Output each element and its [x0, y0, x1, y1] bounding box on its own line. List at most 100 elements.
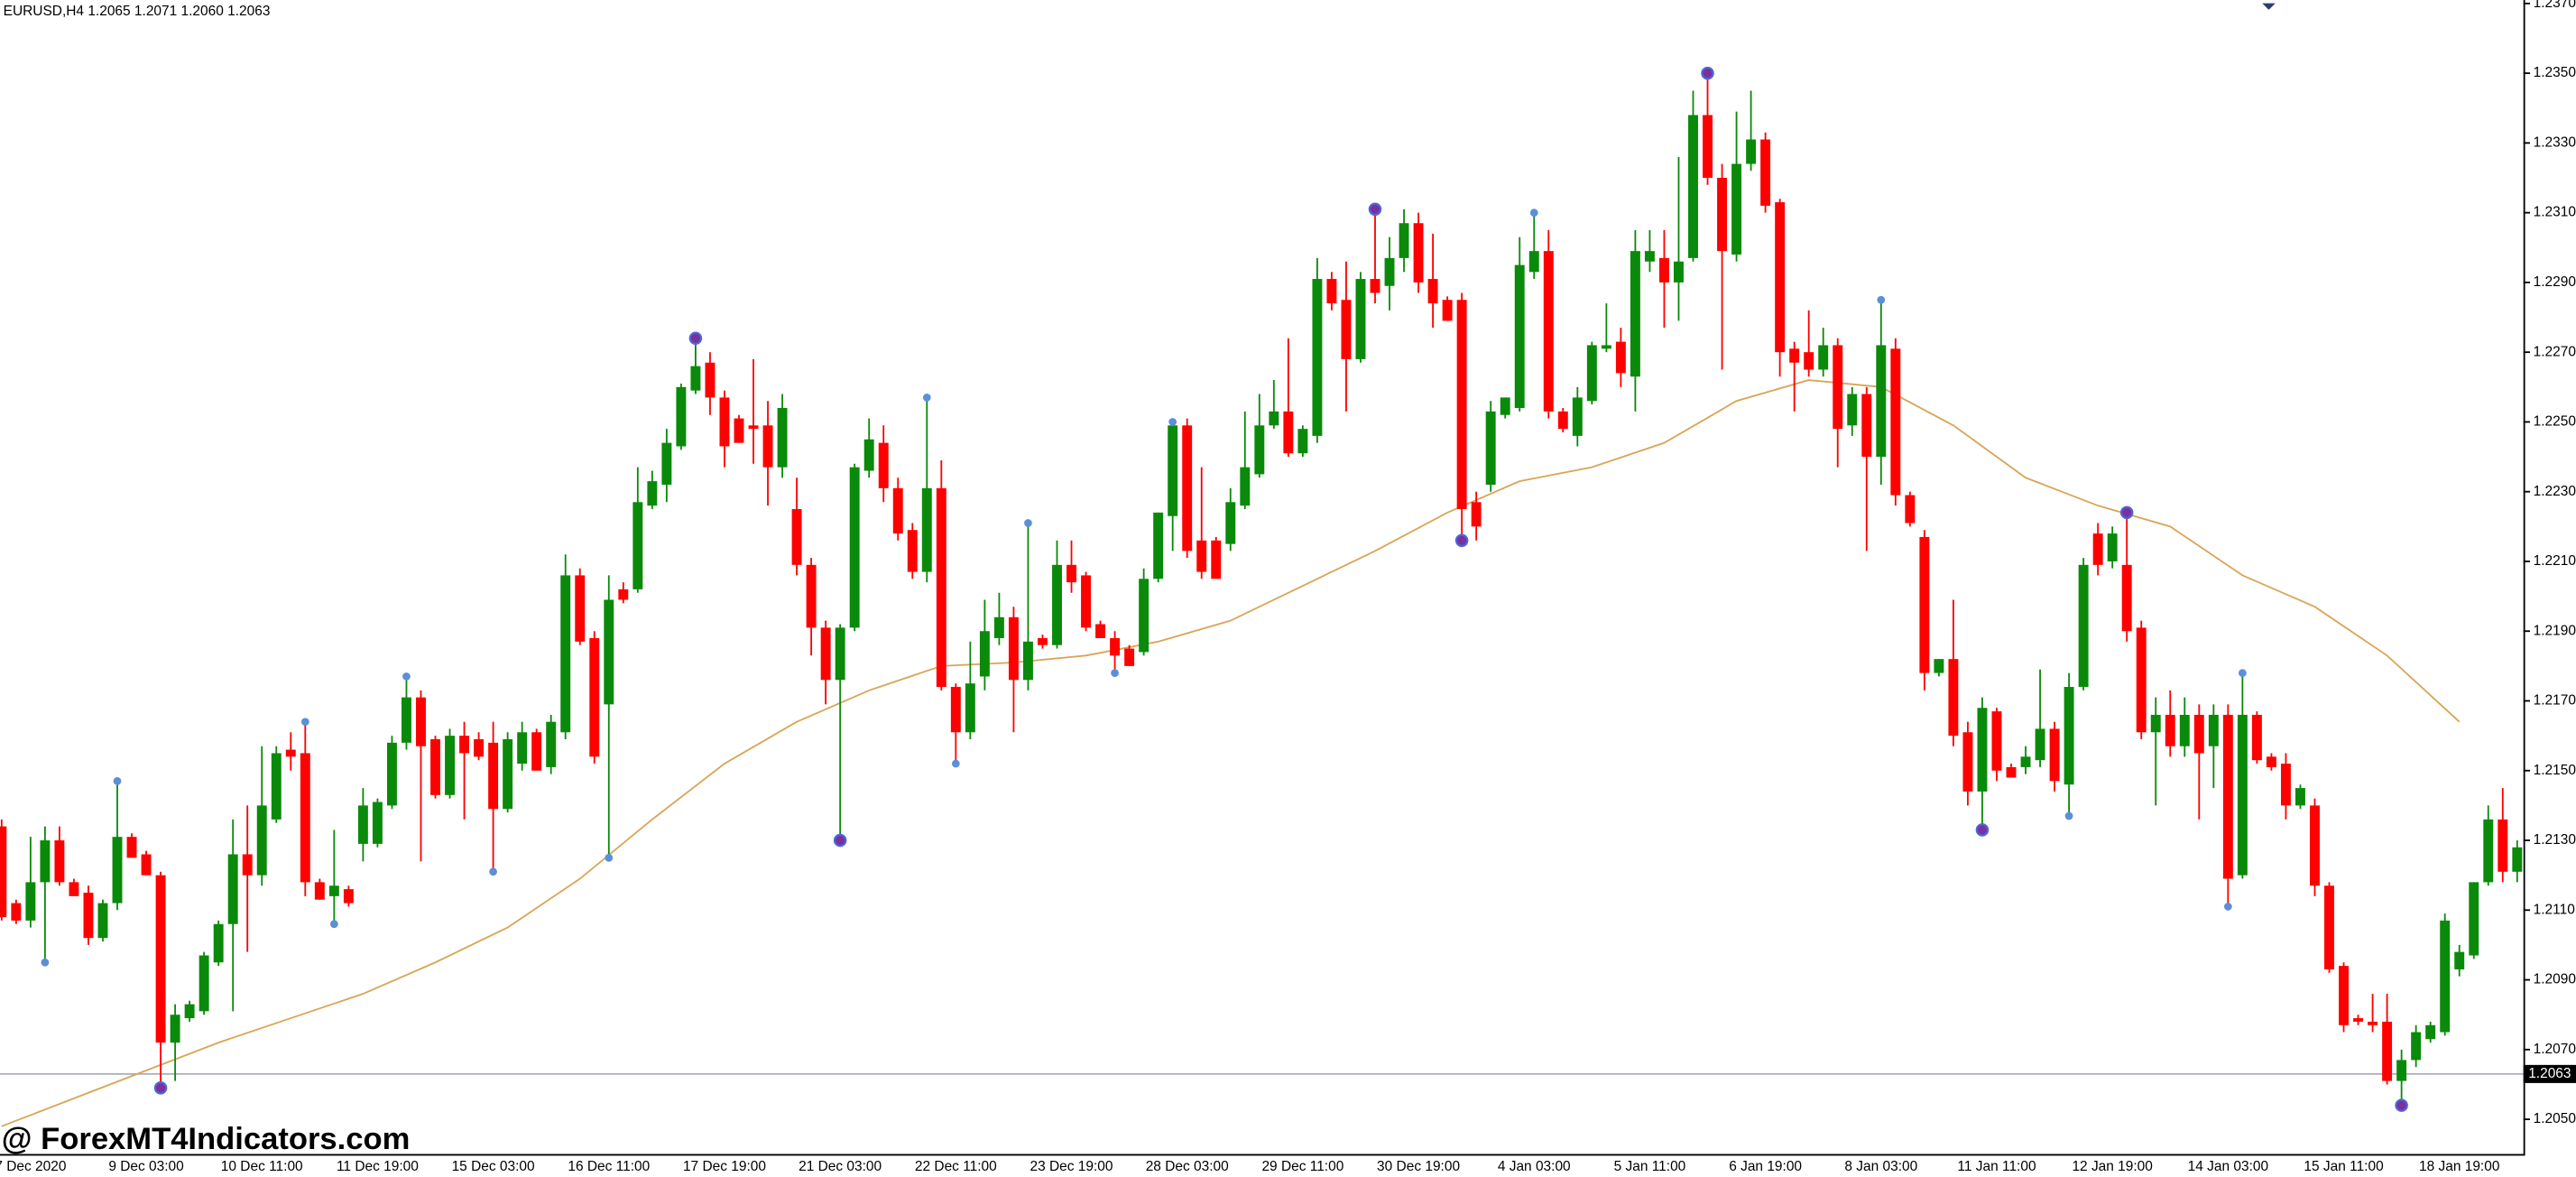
candle-body: [921, 487, 932, 572]
candle-body: [1370, 279, 1380, 293]
x-tick-label: 14 Jan 03:00: [2188, 1159, 2268, 1174]
fractal-dot: [113, 776, 122, 785]
y-tick-label: 1.2370: [2534, 0, 2576, 11]
candle-body: [1688, 115, 1698, 258]
extreme-marker: [153, 1081, 168, 1095]
candle-body: [806, 564, 817, 628]
candle-body: [1384, 257, 1395, 286]
x-tick-label: 10 Dec 11:00: [221, 1159, 303, 1174]
candle-body: [1804, 352, 1814, 370]
candle-body: [618, 588, 629, 600]
y-tick-label: 1.2090: [2534, 972, 2576, 987]
candle-body: [1399, 223, 1409, 258]
candle-body: [1081, 575, 1092, 628]
extreme-marker: [1975, 823, 1990, 837]
candle-body: [2512, 847, 2523, 872]
candle-body: [2020, 756, 2031, 767]
x-tick-label: 15 Jan 11:00: [2304, 1159, 2383, 1174]
candle-body: [1703, 115, 1713, 179]
x-tick-label: 17 Dec 19:00: [683, 1159, 766, 1174]
candle-body: [1413, 223, 1424, 283]
candle-body: [184, 1004, 195, 1019]
candle-body: [2251, 714, 2262, 761]
candle-body: [1240, 467, 1251, 506]
x-tick-label: 5 Jan 11:00: [1614, 1159, 1686, 1174]
candle-body: [2310, 805, 2320, 886]
candle-body: [227, 854, 238, 924]
candle-body: [2295, 788, 2305, 806]
x-tick-label: 16 Dec 11:00: [568, 1159, 650, 1174]
x-tick-label: 8 Jan 03:00: [1844, 1159, 1917, 1174]
y-tick-label: 1.2230: [2534, 484, 2576, 499]
candle-body: [705, 362, 716, 398]
candle-body: [1168, 425, 1178, 516]
candle-body: [2353, 1018, 2364, 1022]
candle-body: [2440, 920, 2451, 1033]
shift-marker: [2262, 3, 2276, 10]
candle-body: [1890, 348, 1901, 496]
x-tick-label: 18 Jan 19:00: [2419, 1159, 2499, 1174]
fractal-dot: [300, 718, 309, 727]
candle-body: [517, 732, 528, 765]
x-tick-label: 6 Jan 19:00: [1729, 1159, 1802, 1174]
x-tick-label: 23 Dec 19:00: [1030, 1159, 1113, 1174]
candle-body: [1312, 279, 1323, 436]
candle-body: [1485, 411, 1496, 485]
fractal-dot: [2223, 903, 2232, 911]
candle-body: [372, 802, 383, 844]
fractal-dot: [951, 759, 960, 768]
candle-body: [199, 955, 209, 1012]
candle-body: [126, 837, 137, 858]
candle-body: [83, 892, 94, 939]
fractal-dot: [329, 920, 338, 929]
candle-body: [531, 732, 542, 771]
candle-body: [2208, 714, 2219, 746]
y-tick-label: 1.2070: [2534, 1042, 2576, 1057]
candle-body: [1355, 279, 1366, 359]
candle-body: [1572, 397, 1583, 436]
chart-title: EURUSD,H4 1.2065 1.2071 1.2060 1.2063: [4, 4, 271, 19]
candle-body: [328, 885, 339, 896]
candle-body: [1095, 624, 1106, 638]
candle-body: [1182, 425, 1193, 551]
candle-body: [2237, 714, 2248, 876]
candle-body: [777, 407, 788, 468]
fractal-dot: [1529, 209, 1538, 218]
candle-body: [560, 575, 571, 733]
candle-body: [2165, 714, 2175, 746]
candle-body: [343, 889, 354, 904]
fractal-dot: [402, 672, 411, 681]
watermark: @ ForexMT4Indicators.com: [2, 1122, 411, 1156]
candle-body: [1658, 257, 1669, 283]
candle-body: [1674, 261, 1684, 283]
candle-body: [1934, 659, 1944, 673]
candle-body: [1110, 637, 1121, 656]
candle-body: [1196, 540, 1207, 572]
candle-body: [2411, 1032, 2422, 1061]
candle-body: [1225, 502, 1236, 544]
candle-body: [1297, 429, 1308, 454]
plot-area: [0, 66, 2524, 1127]
candle-body: [97, 903, 108, 939]
candle-body: [1124, 648, 1135, 666]
fractal-dot: [2239, 669, 2247, 677]
candle-body: [1615, 341, 1626, 374]
candle-body: [676, 386, 687, 447]
y-tick-label: 1.2290: [2534, 274, 2576, 290]
y-tick-label: 1.2270: [2534, 344, 2576, 359]
candle-body: [936, 487, 946, 688]
candle-body: [791, 509, 802, 565]
fractal-dot: [489, 867, 497, 876]
candle-body: [2266, 756, 2276, 767]
y-tick-label: 1.2250: [2534, 414, 2576, 430]
candle-body: [416, 697, 426, 746]
candle-body: [141, 854, 152, 876]
y-tick-label: 1.2170: [2534, 693, 2576, 709]
candle-body: [1876, 345, 1887, 458]
candle-body: [54, 840, 65, 883]
candle-body: [1962, 732, 1973, 792]
candle-body: [965, 683, 975, 733]
candle-body: [878, 442, 889, 488]
